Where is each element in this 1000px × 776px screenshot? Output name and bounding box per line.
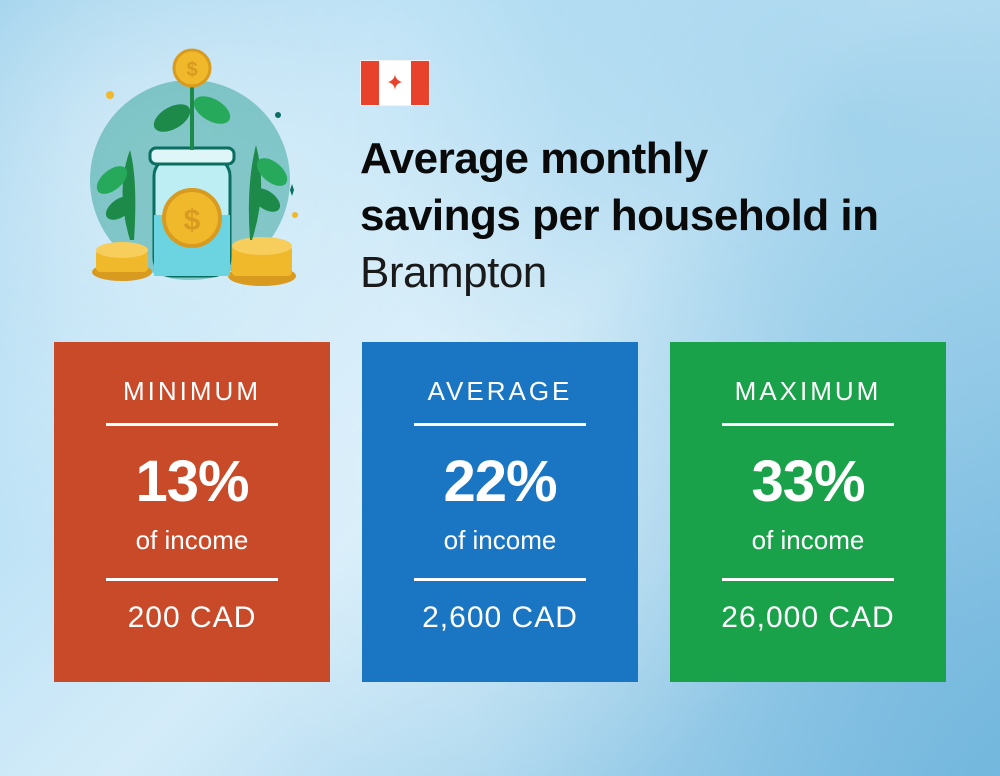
card-subtext: of income [752,525,865,556]
divider [414,423,586,426]
divider [414,578,586,581]
divider [106,578,278,581]
savings-illustration: $ $ [60,40,320,300]
divider [106,423,278,426]
header-section: $ $ ✦ Average monthly savings per hou [0,0,1000,302]
card-percent: 33% [751,448,864,515]
card-minimum: MINIMUM 13% of income 200 CAD [54,342,330,682]
card-amount: 2,600 CAD [422,601,578,635]
card-label: AVERAGE [428,376,573,407]
svg-text:$: $ [184,204,201,237]
title-line-2: savings per household in [360,187,879,244]
page-title: Average monthly savings per household in… [360,130,879,302]
card-label: MAXIMUM [735,376,882,407]
card-percent: 22% [443,448,556,515]
card-maximum: MAXIMUM 33% of income 26,000 CAD [670,342,946,682]
stats-cards-row: MINIMUM 13% of income 200 CAD AVERAGE 22… [0,302,1000,682]
divider [722,423,894,426]
card-subtext: of income [136,525,249,556]
card-subtext: of income [444,525,557,556]
card-amount: 200 CAD [128,601,257,635]
card-amount: 26,000 CAD [721,601,894,635]
title-block: ✦ Average monthly savings per household … [360,40,879,302]
title-line-1: Average monthly [360,130,879,187]
canada-flag-icon: ✦ [360,60,430,106]
card-percent: 13% [135,448,248,515]
card-label: MINIMUM [123,376,261,407]
svg-text:$: $ [186,59,197,81]
divider [722,578,894,581]
title-city: Brampton [360,244,879,301]
card-average: AVERAGE 22% of income 2,600 CAD [362,342,638,682]
